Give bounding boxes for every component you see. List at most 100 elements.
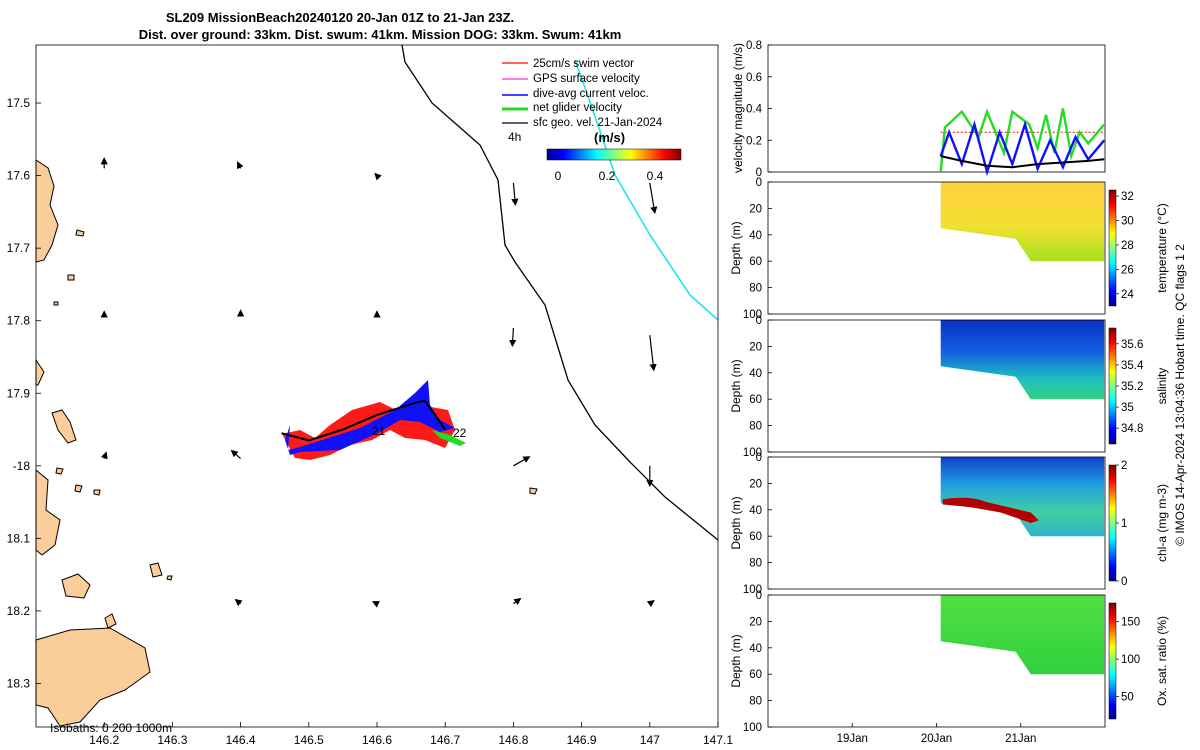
footer-credit: © IMOS 14-Apr-2024 13:04:36 Hobart time.…: [1173, 244, 1187, 546]
map-ytick-label: 18.3: [7, 676, 31, 690]
colorbar-tick-label: 30: [1121, 216, 1134, 228]
depth-tick-label: 60: [749, 531, 762, 543]
date-tick-label: 21Jan: [1005, 733, 1036, 745]
geo-velocity-arrow: [649, 182, 658, 215]
velocity-ytick-label: 0.2: [746, 135, 762, 147]
map-xtick-label: 146.9: [567, 733, 597, 747]
depth-tick-label: 0: [756, 590, 762, 602]
depth-axis-label: Depth (m): [729, 634, 743, 687]
map-xtick-label: 146.5: [294, 733, 324, 747]
colorbar-label-salinity: salinity: [1155, 368, 1169, 405]
velocity-series-line: [940, 155, 1105, 169]
colorbar-tick-1: 0.2: [599, 169, 616, 183]
colorbar-tick-label: 0: [1121, 576, 1127, 588]
legend-scale-label: 4h: [508, 130, 521, 144]
map-xtick-label: 146.4: [226, 733, 256, 747]
cyan-contour: [574, 59, 719, 321]
geo-velocity-arrow: [509, 327, 517, 348]
depth-axis-label: Depth (m): [729, 221, 743, 274]
colorbar-oxygen: [1108, 602, 1117, 720]
map-ytick-label: 17.7: [7, 241, 31, 255]
colorbar-tick-label: 50: [1121, 692, 1134, 704]
map-x-ticks: 146.2 146.3 146.4 146.5 146.6 146.7 146.8 146.9…: [89, 722, 733, 747]
depth-tick-label: 20: [749, 341, 762, 353]
profile-data-temperature: [940, 182, 1105, 262]
day-label-21: 21: [372, 424, 386, 438]
profile-panel-chla: 0 20 40 60 80 100 Depth (m) 0 1 2 chl-a (mg m-3): [729, 452, 1169, 596]
legend: 25cm/s swim vector GPS surface velocity …: [502, 58, 682, 183]
geo-velocity-arrow: [374, 172, 382, 181]
map-xtick-label: 146.3: [157, 733, 187, 747]
map-y-ticks: 17.5 17.6 17.7 17.8 17.9 -18 18.1 18.2 18.3: [7, 96, 41, 690]
colorbar-tick-label: 1: [1121, 518, 1127, 530]
colorbar-tick-label: 35: [1121, 402, 1134, 414]
colorbar-tick-0: 0: [555, 169, 562, 183]
geo-velocity-arrow: [646, 599, 655, 608]
map-ytick-label: 17.9: [7, 386, 31, 400]
map-panel: 21 22 146.2 146.3 146.4 146.5 146.6 146.7 146.…: [7, 44, 733, 747]
map-xtick-label: 147.1: [703, 733, 733, 747]
map-xtick-label: 147: [640, 733, 660, 747]
colorbar-tick-label: 35.6: [1121, 339, 1143, 351]
depth-tick-label: 60: [749, 256, 762, 268]
map-ytick-label: 18.2: [7, 604, 31, 618]
profile-data-salinity: [940, 320, 1105, 400]
colorbar-label-temperature: temperature (°C): [1155, 203, 1169, 293]
depth-tick-label: 100: [743, 722, 762, 734]
depth-axis-label: Depth (m): [729, 359, 743, 412]
depth-tick-label: 0: [756, 452, 762, 464]
depth-tick-label: 40: [749, 230, 762, 242]
map-colorbar: [546, 148, 682, 161]
geo-velocity-arrow: [511, 182, 519, 207]
map-ytick-label: 17.5: [7, 96, 31, 110]
velocity-ytick-label: 0.4: [746, 104, 763, 116]
velocity-series-line: [939, 120, 1106, 177]
profile-data-oxygen: [940, 595, 1105, 675]
land: [35, 159, 538, 727]
swim-vectors: [282, 380, 466, 460]
depth-tick-label: 80: [749, 696, 762, 708]
colorbar-tick-label: 28: [1121, 240, 1134, 252]
velocity-ytick-label: 0: [756, 167, 762, 179]
colorbar-label-oxygen: Ox. sat. ratio (%): [1155, 616, 1169, 706]
day-label-22: 22: [453, 426, 467, 440]
depth-tick-label: 20: [749, 616, 762, 628]
geo-velocity-arrow: [513, 597, 522, 606]
depth-tick-label: 20: [749, 203, 762, 215]
colorbar-tick-label: 35.4: [1121, 360, 1144, 372]
depth-tick-label: 100: [743, 309, 762, 321]
date-tick-label: 19Jan: [837, 733, 868, 745]
map-ytick-label: 17.8: [7, 314, 31, 328]
depth-tick-label: 80: [749, 558, 762, 570]
map-xtick-label: 146.7: [430, 733, 460, 747]
colorbar-chla: [1108, 464, 1117, 582]
map-ytick-label: 18.1: [7, 531, 31, 545]
colorbar-temperature: [1108, 189, 1117, 307]
colorbar-tick-label: 26: [1121, 264, 1134, 276]
chla-maximum-layer: [942, 497, 1039, 523]
colorbar-tick-label: 24: [1121, 289, 1134, 301]
map-xtick-label: 146.8: [498, 733, 528, 747]
geo-velocity-arrow: [234, 598, 243, 607]
legend-label-net: net glider velocity: [533, 102, 622, 114]
depth-tick-label: 0: [756, 177, 762, 189]
profile-axes-temperature: [767, 181, 1106, 315]
isobath-1000m: [401, 44, 719, 541]
velocity-ytick-label: 0.6: [746, 72, 762, 84]
map-axes: [35, 44, 719, 728]
colorbar-tick-label: 35.2: [1121, 381, 1143, 393]
date-x-ticks: 19Jan 20Jan 21Jan: [837, 723, 1036, 745]
depth-tick-label: 100: [743, 584, 762, 596]
geo-velocity-arrow: [100, 451, 108, 460]
velocity-series-line: [939, 108, 1106, 173]
depth-tick-label: 20: [749, 478, 762, 490]
profile-axes-chla: [767, 456, 1106, 590]
depth-tick-label: 60: [749, 394, 762, 406]
geo-velocity-arrow: [513, 456, 531, 467]
geo-velocity-arrows: [100, 157, 658, 608]
title-line-2: Dist. over ground: 33km. Dist. swum: 41k…: [139, 27, 622, 42]
isobaths-label: Isobaths: 0 200 1000m: [50, 721, 172, 735]
depth-tick-label: 80: [749, 421, 762, 433]
profile-axes-salinity: [767, 319, 1106, 453]
